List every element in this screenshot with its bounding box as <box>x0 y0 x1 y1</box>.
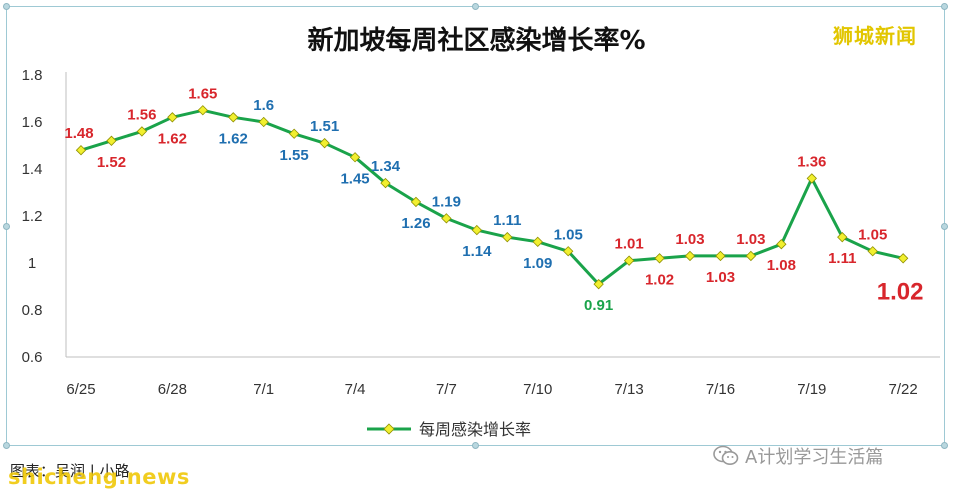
resize-handle-top-left[interactable] <box>3 3 10 10</box>
data-point-marker <box>563 246 574 257</box>
data-point-marker <box>654 253 665 264</box>
x-tick-label: 7/19 <box>797 381 826 398</box>
data-point-marker <box>319 137 330 149</box>
data-label: 1.36 <box>797 153 826 170</box>
data-point-marker <box>136 126 148 137</box>
y-tick-label: 0.8 <box>22 302 43 319</box>
x-tick-label: 7/7 <box>436 381 457 398</box>
data-label: 1.56 <box>127 106 156 123</box>
data-point-marker <box>471 224 483 236</box>
data-point-marker <box>837 231 848 243</box>
resize-handle-mid-right[interactable] <box>941 223 948 230</box>
data-point-marker <box>441 213 452 224</box>
resize-handle-mid-left[interactable] <box>3 223 10 230</box>
resize-handle-bottom-mid[interactable] <box>472 442 479 449</box>
x-tick-label: 6/25 <box>66 381 95 398</box>
data-label: 1.09 <box>523 255 552 272</box>
x-tick-label: 7/16 <box>706 381 735 398</box>
data-point-marker <box>745 250 757 262</box>
resize-handle-top-right[interactable] <box>941 3 948 10</box>
data-label: 1.62 <box>219 130 248 147</box>
data-point-marker <box>593 278 604 290</box>
data-label: 1.6 <box>253 97 274 114</box>
y-tick-label: 1.4 <box>22 161 43 178</box>
data-point-marker <box>228 112 239 123</box>
x-tick-label: 6/28 <box>158 381 187 398</box>
data-label: 1.65 <box>188 85 217 102</box>
data-point-marker <box>684 250 696 262</box>
y-tick-label: 1.2 <box>22 208 43 225</box>
data-point-marker <box>288 128 300 139</box>
data-label: 1.19 <box>432 193 461 210</box>
data-point-marker <box>532 236 543 248</box>
data-label: 1.03 <box>736 231 765 248</box>
data-label: 1.11 <box>828 250 856 267</box>
data-label: 1.02 <box>645 271 674 288</box>
data-label: 1.34 <box>371 158 401 175</box>
data-label: 1.05 <box>554 226 583 243</box>
resize-handle-bottom-left[interactable] <box>3 442 10 449</box>
data-label: 0.91 <box>584 297 613 314</box>
data-label: 1.48 <box>64 125 93 142</box>
data-label: 1.52 <box>97 154 126 171</box>
data-point-marker <box>75 145 87 156</box>
wechat-account-name: A计划学习生活篇 <box>745 447 884 468</box>
data-label: 1.55 <box>280 147 309 164</box>
resize-handle-top-mid[interactable] <box>472 3 479 10</box>
chart-title: 新加坡每周社区感染增长率% <box>307 26 646 56</box>
data-label: 1.05 <box>858 226 887 243</box>
x-tick-label: 7/1 <box>253 381 274 398</box>
data-point-marker <box>715 250 726 262</box>
wechat-icon <box>713 445 739 465</box>
data-point-marker <box>867 246 878 257</box>
x-tick-label: 7/4 <box>345 381 366 398</box>
watermark-logo: 狮城新闻 <box>833 24 917 48</box>
data-label: 1.26 <box>401 215 430 232</box>
y-tick-label: 1.8 <box>22 67 43 84</box>
data-label: 1.01 <box>614 236 643 253</box>
data-label: 1.02 <box>877 278 924 305</box>
data-label: 1.62 <box>158 130 187 147</box>
y-tick-label: 1 <box>28 255 36 272</box>
x-tick-label: 7/22 <box>889 381 918 398</box>
resize-handle-bottom-right[interactable] <box>941 442 948 449</box>
series-line <box>80 108 904 286</box>
data-point-marker <box>806 173 817 184</box>
data-point-marker <box>106 135 117 146</box>
data-point-marker <box>897 253 909 264</box>
data-label: 1.45 <box>340 170 369 187</box>
y-tick-label: 1.6 <box>22 114 43 131</box>
data-point-marker <box>380 177 391 189</box>
data-point-marker <box>349 152 361 163</box>
data-label: 1.14 <box>462 243 492 260</box>
legend-label: 每周感染增长率 <box>419 420 531 439</box>
wechat-account: A计划学习生活篇 <box>713 443 883 469</box>
source-note: 图表：吴润 | 小路 <box>10 462 130 480</box>
legend-marker-swatch <box>383 423 395 435</box>
y-tick-label: 0.6 <box>22 349 43 366</box>
data-label: 1.08 <box>767 257 796 274</box>
data-point-marker <box>410 196 422 208</box>
data-point-marker <box>258 116 269 128</box>
data-point-marker <box>167 112 178 123</box>
site-watermark: shicheng.news <box>8 465 190 489</box>
data-point-marker <box>197 105 208 116</box>
data-label: 1.03 <box>675 231 704 248</box>
data-point-marker <box>623 255 635 266</box>
data-point-marker <box>502 231 513 243</box>
data-label: 1.51 <box>310 118 339 135</box>
x-tick-label: 7/10 <box>523 381 552 398</box>
data-label: 1.11 <box>493 212 521 229</box>
data-point-marker <box>776 239 787 250</box>
data-label: 1.03 <box>706 269 735 286</box>
x-tick-label: 7/13 <box>614 381 643 398</box>
